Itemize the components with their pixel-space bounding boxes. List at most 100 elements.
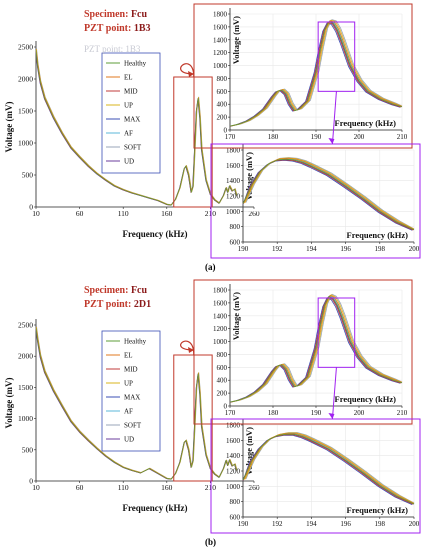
y-tick-label: 800 (217, 75, 228, 83)
y-tick-label: 1500 (18, 107, 33, 116)
pzt-ghost-label-a: PZT point: 1B3 (84, 44, 141, 54)
y-tick-label: 1200 (213, 49, 228, 57)
series-line-0 (242, 158, 415, 231)
legend-box (101, 330, 161, 452)
y-tick-label: 1000 (213, 338, 228, 346)
series-line-7 (242, 159, 414, 231)
x-tick-label: 200 (409, 245, 420, 253)
legend-entry: Healthy (124, 338, 147, 346)
x-tick-label: 210 (397, 133, 408, 141)
series-line-2 (229, 296, 402, 403)
y-tick-label: 500 (22, 445, 34, 454)
x-tick-label: 10 (32, 209, 40, 218)
y-tick-label: 2500 (18, 321, 33, 330)
x-tick-label: 198 (375, 520, 386, 528)
x-tick-label: 170 (225, 409, 236, 417)
panel-letter-b: (b) (205, 537, 216, 547)
legend-entry: EL (124, 74, 133, 82)
x-tick-label: 10 (32, 483, 40, 492)
legend-entry: UD (124, 158, 134, 166)
x-tick-label: 192 (272, 520, 283, 528)
y-tick-label: 2500 (18, 43, 33, 52)
y-tick-label: 1600 (213, 23, 228, 31)
y-tick-label: 400 (217, 101, 228, 109)
x-axis-label: Frequency (kHz) (347, 230, 409, 240)
zoom2-arrow (331, 91, 337, 145)
legend-box (101, 52, 161, 174)
x-tick-label: 196 (340, 245, 351, 253)
x-tick-label: 260 (248, 483, 260, 492)
legend: Healthy EL MID UP MAX AF SOFT UD (101, 52, 161, 174)
chart-a-zoom1: 0 200 400 600 800 1000 1200 1400 1600 1800 170 180 1… (213, 8, 408, 141)
series-line-6 (245, 432, 415, 504)
y-tick-label: 600 (217, 364, 228, 372)
pzt-label-a: PZT point: 1B3 (84, 23, 151, 34)
y-axis-label: Voltage (mV) (231, 292, 241, 340)
y-tick-label: 2000 (18, 75, 33, 84)
legend: Healthy EL MID UP MAX AF SOFT UD (101, 330, 161, 452)
series-line-0 (229, 21, 403, 127)
zoom1-arrowhead (188, 347, 194, 353)
legend-entry: MID (124, 366, 138, 374)
y-tick-label: 1000 (18, 139, 33, 148)
y-tick-label: 1000 (226, 208, 241, 216)
legend-entry: SOFT (124, 144, 142, 152)
x-tick-label: 260 (248, 209, 260, 218)
legend-entry: AF (124, 130, 133, 138)
specimen-label-b: Specimen: Fcu (84, 285, 148, 296)
x-tick-label: 190 (238, 245, 249, 253)
x-axis-label: Frequency (kHz) (122, 229, 187, 239)
legend-entry: UP (124, 380, 133, 388)
y-tick-label: 1400 (226, 452, 241, 460)
zoom2-arrowhead (328, 413, 335, 419)
y-tick-label: 0 (29, 203, 33, 212)
x-tick-label: 110 (118, 209, 129, 218)
y-tick-label: 1800 (226, 147, 241, 155)
legend-entry: MAX (124, 116, 140, 124)
y-axis-label: Voltage (mV) (4, 102, 14, 153)
x-tick-label: 60 (76, 483, 84, 492)
x-tick-label: 160 (161, 483, 173, 492)
series-line-6 (233, 293, 403, 403)
legend-entry: MAX (124, 394, 140, 402)
legend-entry: UD (124, 436, 134, 444)
y-tick-label: 1800 (226, 422, 241, 430)
zoom1-arrowhead (188, 71, 194, 77)
series-line-1 (231, 295, 403, 403)
y-tick-label: 200 (217, 390, 228, 398)
y-tick-label: 1200 (213, 325, 228, 333)
y-axis-label: Voltage (mV) (231, 16, 241, 64)
y-tick-label: 1000 (213, 62, 228, 70)
series-line-3 (232, 19, 403, 127)
x-tick-label: 190 (238, 520, 249, 528)
y-tick-label: 1400 (213, 312, 228, 320)
pzt-label-b: PZT point: 2D1 (84, 299, 152, 310)
y-tick-label: 800 (230, 498, 241, 506)
y-tick-label: 400 (217, 377, 228, 385)
x-tick-label: 200 (354, 133, 365, 141)
chart-b-zoom2: 600 800 1000 1200 1400 1600 1800 190 192 194 196 19… (226, 419, 420, 528)
y-tick-label: 800 (230, 223, 241, 231)
x-tick-label: 110 (118, 483, 129, 492)
series-line-healthy (35, 50, 237, 206)
y-tick-label: 0 (224, 403, 228, 411)
y-tick-label: 1600 (213, 299, 228, 307)
y-tick-label: 1000 (18, 414, 33, 423)
legend-entry: AF (124, 408, 133, 416)
zoom2-arrowhead (328, 138, 335, 144)
x-tick-label: 194 (306, 520, 317, 528)
panel-letter-a: (a) (205, 262, 216, 272)
y-tick-label: 1200 (226, 468, 241, 476)
zoom1-arrow (180, 63, 195, 78)
y-tick-label: 1200 (226, 193, 241, 201)
y-tick-label: 1600 (226, 437, 241, 445)
zoom2-frame (210, 418, 421, 534)
series-line-2 (242, 159, 414, 231)
chart-b-zoom1: 0 200 400 600 800 1000 1200 1400 1600 1800 170 180 1… (213, 284, 408, 417)
y-tick-label: 2000 (18, 352, 33, 361)
y-tick-label: 1000 (226, 483, 241, 491)
series-line-6 (233, 19, 403, 127)
legend-entry: SOFT (124, 422, 142, 430)
x-tick-label: 198 (375, 245, 386, 253)
